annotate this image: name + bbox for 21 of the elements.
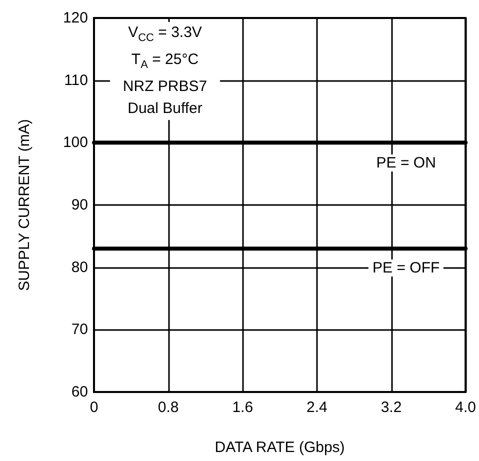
annotation: NRZ PRBS7 [122, 77, 208, 97]
y-tick-label: 70 [71, 321, 88, 338]
y-tick-label: 100 [62, 134, 88, 152]
series-label: PE = ON [372, 154, 440, 172]
x-tick-label: 3.2 [380, 399, 402, 416]
y-tick-label: 80 [71, 258, 88, 276]
y-axis-title: SUPPLY CURRENT (mA) [16, 119, 33, 291]
x-tick-label: 4.0 [455, 399, 476, 416]
y-tick-label: 90 [71, 196, 88, 214]
y-tick-label: 120 [62, 10, 88, 26]
x-tick-label: 1.6 [232, 399, 254, 416]
annotation: V$_{CC}$ = 3.3V [127, 23, 203, 46]
y-tick-label: 60 [71, 384, 88, 400]
x-tick-label: 2.4 [306, 399, 328, 416]
x-tick-label: 0 [90, 399, 98, 416]
y-tick-label: 110 [64, 72, 88, 89]
x-axis-title: DATA RATE (Gbps) [214, 439, 345, 456]
series-label: PE = OFF [368, 259, 444, 276]
annotation: T$_{A}$ = 25°C [130, 50, 200, 73]
x-tick-label: 0.8 [158, 399, 179, 416]
annotation: Dual Buffer [126, 99, 204, 119]
